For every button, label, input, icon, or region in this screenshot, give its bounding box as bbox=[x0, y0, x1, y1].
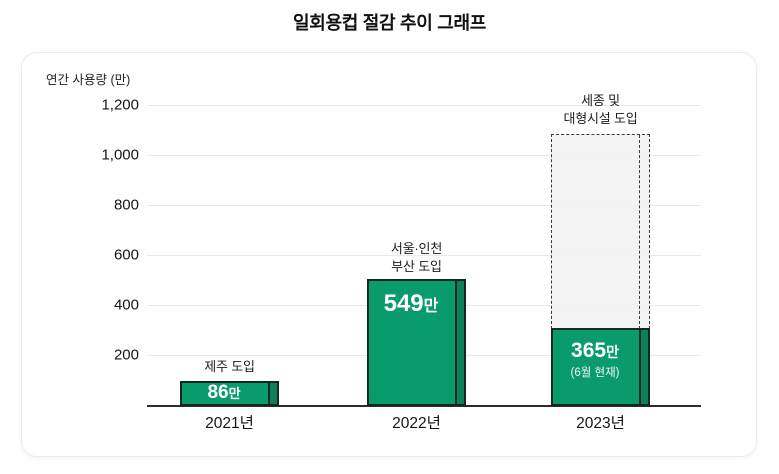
annotation-sejong-line1: 세종 및 bbox=[581, 93, 620, 108]
bar-2022-side bbox=[455, 281, 464, 404]
annotation-seoul-incheon-busan: 서울·인천 부산 도입 bbox=[356, 240, 477, 276]
bar-2023 bbox=[551, 328, 650, 406]
y-tick-200: 200 bbox=[113, 346, 139, 364]
chart-card: 연간 사용량 (만) 1,200 1,000 800 600 400 200 bbox=[21, 52, 757, 457]
bar-2022-value-number: 549 bbox=[383, 290, 424, 317]
bar-2023-side bbox=[639, 330, 648, 404]
projected-bar-2023 bbox=[551, 134, 650, 329]
bar-2023-value-subtext: (6월 현재) bbox=[570, 367, 620, 379]
bar-2021-side bbox=[268, 383, 277, 404]
y-axis-title: 연간 사용량 (만) bbox=[46, 73, 131, 87]
gridline-1200 bbox=[147, 105, 701, 106]
bar-2021-value-number: 86 bbox=[207, 382, 229, 403]
x-axis-line bbox=[147, 405, 701, 407]
projected-bar-side-line bbox=[639, 135, 640, 329]
y-tick-800: 800 bbox=[113, 196, 139, 214]
gridline-600 bbox=[147, 255, 701, 256]
bar-2022 bbox=[367, 279, 466, 406]
x-tick-2022: 2022년 bbox=[392, 415, 441, 432]
y-tick-1000: 1,000 bbox=[101, 146, 139, 164]
annotation-seoul-line2: 부산 도입 bbox=[391, 259, 442, 274]
bar-2021-value: 86만 bbox=[180, 380, 268, 405]
x-tick-2023: 2023년 bbox=[576, 415, 625, 432]
bar-2023-value-unit: 만 bbox=[606, 344, 619, 360]
annotation-jeju: 제주 도입 bbox=[204, 359, 255, 374]
gridline-1000 bbox=[147, 155, 701, 156]
annotation-sejong-line2: 대형시설 도입 bbox=[563, 111, 638, 126]
bar-2023-value: 365만 bbox=[551, 338, 639, 364]
bar-2021-value-unit: 만 bbox=[228, 386, 241, 401]
page-title: 일회용컵 절감 추이 그래프 bbox=[293, 13, 486, 33]
annotation-sejong-facilities: 세종 및 대형시설 도입 bbox=[540, 92, 661, 128]
bar-2021 bbox=[180, 381, 279, 406]
y-tick-1200: 1,200 bbox=[101, 96, 139, 114]
bar-2023-value-number: 365 bbox=[571, 339, 607, 362]
gridline-800 bbox=[147, 205, 701, 206]
bar-2022-value-unit: 만 bbox=[423, 298, 439, 315]
bar-2022-value: 549만 bbox=[367, 291, 455, 317]
y-tick-400: 400 bbox=[113, 296, 139, 314]
y-tick-600: 600 bbox=[113, 246, 139, 264]
x-tick-2021: 2021년 bbox=[205, 415, 254, 432]
bar-chart: 연간 사용량 (만) 1,200 1,000 800 600 400 200 bbox=[22, 53, 758, 458]
annotation-seoul-line1: 서울·인천 bbox=[390, 241, 443, 256]
